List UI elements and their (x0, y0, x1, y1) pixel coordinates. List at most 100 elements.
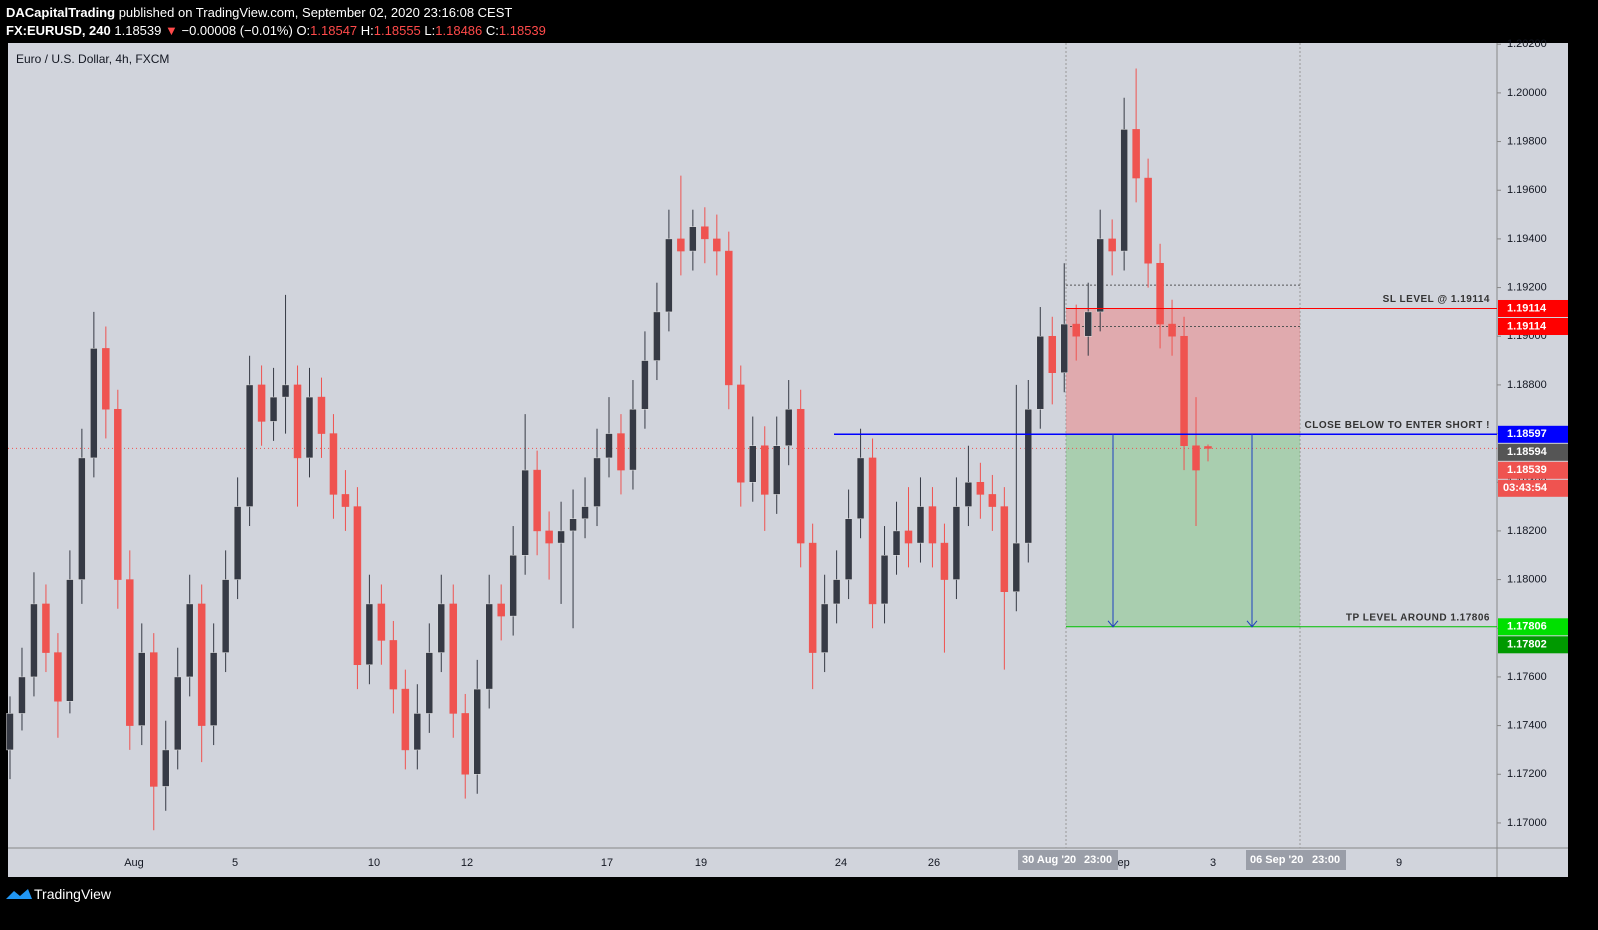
symbol: FX:EURUSD, 240 (6, 23, 111, 38)
x-tick-label: 10 (368, 857, 380, 869)
arrow: ▼ (165, 23, 178, 38)
candle-body (389, 640, 398, 690)
author: DACapitalTrading (6, 5, 116, 20)
candle-body (221, 579, 230, 653)
candle-body (281, 384, 290, 398)
reward-box (1066, 434, 1300, 627)
candle-body (473, 688, 481, 775)
low: 1.18486 (435, 23, 483, 38)
y-tick-label: 1.20200 (1507, 38, 1547, 50)
candle-body (1000, 506, 1009, 593)
candle-body (1060, 323, 1068, 373)
candle-body (269, 396, 278, 422)
candle-body (485, 603, 493, 690)
candle-body (1192, 445, 1200, 471)
sl-annotation: SL LEVEL @ 1.19114 (1383, 294, 1490, 305)
x-tick-label: 19 (695, 857, 707, 869)
candle-body (796, 408, 805, 544)
candle-body (581, 506, 589, 519)
candle-body (126, 579, 134, 726)
footer: TradingView (34, 886, 111, 902)
x-tick-label: Aug (124, 857, 144, 869)
candle-body (245, 384, 254, 507)
tp-annotation: TP LEVEL AROUND 1.17806 (1346, 612, 1490, 623)
candle-body (701, 226, 709, 240)
price-tag-label: 1.17802 (1507, 639, 1547, 651)
candle-body (150, 652, 158, 787)
candle-body (880, 555, 889, 605)
price-tag-label: 1.18597 (1507, 428, 1547, 440)
candle-body (665, 238, 673, 313)
candle-body (329, 433, 338, 495)
candle-body (605, 433, 613, 459)
candle-body (257, 384, 266, 422)
candle-body (521, 469, 529, 556)
entry-annotation: CLOSE BELOW TO ENTER SHORT ! (1305, 420, 1490, 431)
candle-body (557, 530, 565, 544)
candle-body (54, 652, 62, 702)
o-label: O: (296, 23, 311, 38)
open: 1.18547 (310, 23, 358, 38)
y-tick-label: 1.19800 (1507, 135, 1547, 147)
candle-body (197, 603, 206, 726)
y-tick-label: 1.18000 (1507, 573, 1547, 585)
price-tag (1498, 443, 1568, 461)
candle-body (293, 384, 302, 459)
chart-bg (8, 43, 1568, 877)
y-tick-label: 1.19400 (1507, 233, 1547, 245)
y-tick-label: 1.17600 (1507, 671, 1547, 683)
candle-body (1120, 129, 1128, 252)
candle-body (1144, 177, 1152, 264)
y-tick-label: 1.19200 (1507, 281, 1547, 293)
price-tag-label: 1.18539 (1507, 464, 1547, 476)
candle-body (940, 542, 949, 580)
candle-body (1132, 129, 1140, 179)
date-label: 06 Sep '20 (1250, 854, 1303, 866)
y-tick-label: 1.17200 (1507, 768, 1547, 780)
time-label: 23:00 (1312, 854, 1340, 866)
candle-body (976, 481, 985, 495)
candle-body (233, 506, 242, 580)
price-tag-label: 1.19114 (1507, 320, 1547, 332)
candle-body (641, 360, 649, 410)
candle-body (988, 494, 997, 507)
candle-body (904, 530, 913, 544)
c-label: C: (485, 23, 499, 38)
candle-body (377, 603, 386, 641)
candle-body (964, 481, 973, 507)
y-tick-label: 1.17000 (1507, 817, 1547, 829)
candle-body (1024, 408, 1033, 544)
candle-body (617, 433, 625, 471)
candle-body (868, 457, 877, 605)
x-tick-label: 3 (1210, 857, 1216, 869)
countdown: 03:43:54 (1503, 482, 1548, 494)
price-tag-label: 1.17806 (1507, 621, 1547, 633)
candle-body (90, 348, 98, 459)
candle-body (30, 603, 38, 678)
candle-body (353, 506, 362, 666)
candle-body (760, 445, 769, 495)
x-tick-label: 26 (928, 857, 940, 869)
y-tick-label: 1.18200 (1507, 525, 1547, 537)
candle-body (317, 396, 326, 434)
x-tick-label: 9 (1396, 857, 1402, 869)
x-tick-label: 24 (835, 857, 847, 869)
high: 1.18555 (373, 23, 421, 38)
date-label: 30 Aug '20 (1022, 854, 1076, 866)
candle-body (533, 469, 541, 532)
candle-body (1036, 335, 1045, 410)
price-tag (1498, 636, 1568, 654)
candle-body (952, 506, 961, 580)
candle-body (1012, 542, 1021, 593)
change: −0.00008 (−0.01%) (181, 23, 293, 38)
countdown-tag (1498, 479, 1568, 497)
l-label: L: (424, 23, 436, 38)
candle-body (844, 518, 853, 580)
candle-body (173, 676, 182, 751)
candle-body (569, 518, 577, 532)
y-tick-label: 1.18800 (1507, 379, 1547, 391)
candle-body (185, 603, 194, 678)
candle-body (461, 713, 469, 775)
candle-body (102, 348, 110, 410)
